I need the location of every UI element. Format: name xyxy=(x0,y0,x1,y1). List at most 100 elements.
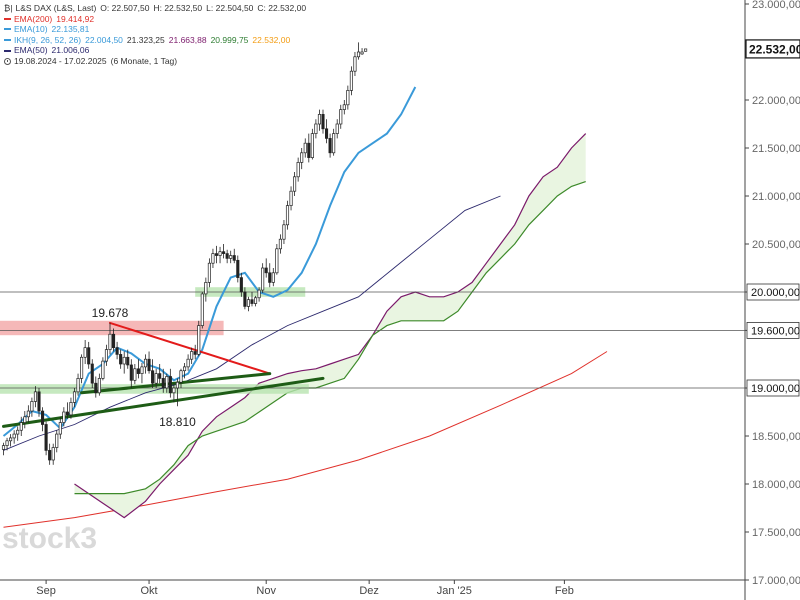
candle-body[interactable] xyxy=(9,437,13,442)
candle-body[interactable] xyxy=(80,356,84,379)
candle-body[interactable] xyxy=(239,277,243,293)
candle-body[interactable] xyxy=(200,293,204,326)
candle-body[interactable] xyxy=(165,376,169,389)
candle-body[interactable] xyxy=(119,354,123,365)
candle-body[interactable] xyxy=(136,368,140,374)
candle-body[interactable] xyxy=(214,253,219,256)
candle-body[interactable] xyxy=(90,363,94,384)
candles[interactable] xyxy=(1,42,368,465)
candle-body[interactable] xyxy=(154,373,158,384)
candle-body[interactable] xyxy=(140,366,144,374)
candle-body[interactable] xyxy=(115,347,119,355)
candle-body[interactable] xyxy=(143,358,148,368)
candle-body[interactable] xyxy=(271,272,275,283)
candle-body[interactable] xyxy=(211,253,215,264)
candle-body[interactable] xyxy=(254,297,258,304)
candle-body[interactable] xyxy=(23,416,27,423)
candle-body[interactable] xyxy=(30,401,34,412)
candle-body[interactable] xyxy=(360,51,364,55)
candle-body[interactable] xyxy=(232,255,236,261)
candle-body[interactable] xyxy=(321,114,325,130)
candle-body[interactable] xyxy=(264,267,268,274)
candle-body[interactable] xyxy=(218,251,222,256)
candle-body[interactable] xyxy=(335,123,339,134)
candle-body[interactable] xyxy=(55,433,59,448)
candle-body[interactable] xyxy=(225,253,229,259)
candle-body[interactable] xyxy=(65,411,69,416)
candle-body[interactable] xyxy=(161,378,165,389)
candle-body[interactable] xyxy=(325,128,329,139)
candle-body[interactable] xyxy=(172,387,176,394)
candle-body[interactable] xyxy=(268,272,272,283)
candle-body[interactable] xyxy=(190,351,194,360)
candle-body[interactable] xyxy=(204,282,208,295)
candle-body[interactable] xyxy=(236,259,240,278)
candle-body[interactable] xyxy=(19,422,23,431)
candle-body[interactable] xyxy=(339,109,343,125)
candle-body[interactable] xyxy=(40,410,45,425)
support-trendline-upper[interactable] xyxy=(80,372,272,395)
candle-body[interactable] xyxy=(179,370,183,383)
candle-body[interactable] xyxy=(76,378,80,393)
candle-body[interactable] xyxy=(175,381,180,389)
candle-body[interactable] xyxy=(5,440,9,446)
candle-body[interactable] xyxy=(97,378,101,394)
candle-body[interactable] xyxy=(133,368,137,381)
candle-body[interactable] xyxy=(122,356,126,365)
candle-body[interactable] xyxy=(37,391,41,412)
candle-body[interactable] xyxy=(26,410,30,418)
candle-body[interactable] xyxy=(12,433,16,439)
candle-body[interactable] xyxy=(300,152,304,163)
candle-body[interactable] xyxy=(207,262,211,283)
candle-body[interactable] xyxy=(261,267,265,291)
candle-body[interactable] xyxy=(108,333,112,350)
candle-body[interactable] xyxy=(104,349,109,362)
candle-body[interactable] xyxy=(285,205,290,226)
candle-body[interactable] xyxy=(296,162,300,178)
candle-body[interactable] xyxy=(229,255,233,259)
candle-body[interactable] xyxy=(69,402,73,416)
candle-body[interactable] xyxy=(111,333,116,349)
candle-body[interactable] xyxy=(151,370,155,384)
candle-body[interactable] xyxy=(250,299,254,304)
candle-body[interactable] xyxy=(58,422,62,435)
candle-body[interactable] xyxy=(332,133,336,154)
candle-body[interactable] xyxy=(129,364,133,381)
candle-body[interactable] xyxy=(168,376,172,394)
candle-body[interactable] xyxy=(243,291,247,307)
candle-body[interactable] xyxy=(222,251,226,254)
support-trendline-lower[interactable] xyxy=(2,376,325,428)
candle-body[interactable] xyxy=(314,123,318,134)
candle-body[interactable] xyxy=(289,190,293,206)
candle-body[interactable] xyxy=(303,142,307,154)
candle-body[interactable] xyxy=(278,238,282,250)
candle-body[interactable] xyxy=(364,48,368,52)
candle-body[interactable] xyxy=(349,70,353,91)
candle-body[interactable] xyxy=(44,424,48,451)
candle-body[interactable] xyxy=(328,138,332,154)
candle-body[interactable] xyxy=(183,366,187,372)
legend-ema200[interactable]: EMA(200) 19.414,92 xyxy=(4,14,306,25)
candle-body[interactable] xyxy=(33,391,38,402)
candle-body[interactable] xyxy=(62,411,66,423)
candle-body[interactable] xyxy=(307,142,311,158)
candle-body[interactable] xyxy=(94,382,98,394)
candle-body[interactable] xyxy=(147,358,151,372)
legend-ema10[interactable]: EMA(10) 22.135,81 xyxy=(4,24,306,35)
candle-body[interactable] xyxy=(72,391,77,403)
candle-body[interactable] xyxy=(282,224,286,240)
candle-body[interactable] xyxy=(342,104,346,110)
candle-body[interactable] xyxy=(186,358,190,368)
candle-body[interactable] xyxy=(346,90,350,106)
candle-body[interactable] xyxy=(101,360,105,379)
candle-body[interactable] xyxy=(16,429,20,435)
candle-body[interactable] xyxy=(158,373,162,379)
candle-body[interactable] xyxy=(246,299,251,307)
instrument-name[interactable]: L&S DAX (L&S, Last) xyxy=(15,3,97,13)
candle-body[interactable] xyxy=(197,325,201,355)
candle-body[interactable] xyxy=(293,176,297,192)
candle-body[interactable] xyxy=(356,51,361,58)
legend-ema50[interactable]: EMA(50) 21.006,06 xyxy=(4,45,306,56)
legend-ikh[interactable]: IKH(9, 26, 52, 26) 22.004,50 21.323,25 2… xyxy=(4,35,306,46)
